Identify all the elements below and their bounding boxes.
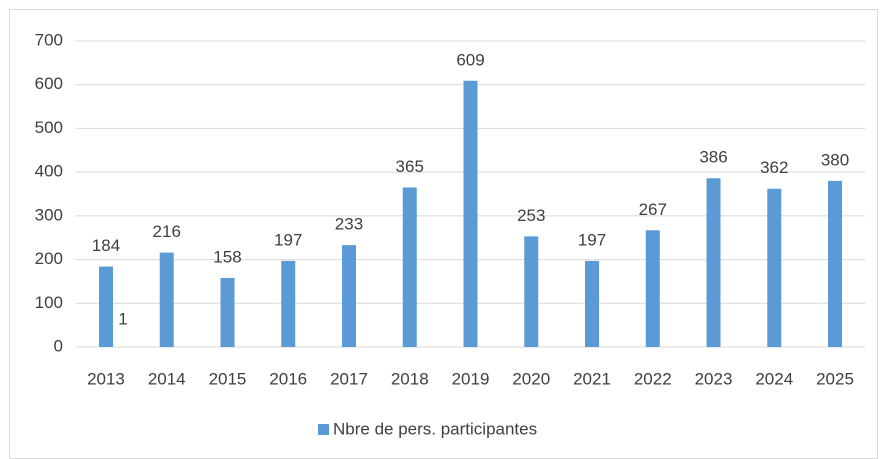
bar	[524, 236, 539, 347]
x-tick-label: 2020	[512, 369, 550, 388]
x-tick-label: 2021	[573, 369, 611, 388]
data-label: 158	[213, 247, 241, 266]
x-tick-label: 2016	[269, 369, 307, 388]
bar	[159, 252, 174, 347]
data-label: 197	[274, 230, 302, 249]
data-label: 386	[699, 148, 727, 167]
data-label: 362	[760, 158, 788, 177]
x-tick-label: 2023	[695, 369, 733, 388]
bar	[585, 260, 600, 347]
bar	[98, 266, 113, 347]
y-tick-label: 600	[35, 74, 63, 93]
data-label: 267	[639, 200, 667, 219]
x-tick-label: 2022	[634, 369, 672, 388]
y-tick-label: 300	[35, 205, 63, 224]
bar	[767, 188, 782, 347]
y-tick-label: 0	[54, 336, 63, 355]
bar	[828, 180, 843, 347]
x-tick-label: 2014	[148, 369, 186, 388]
annotation: 1	[118, 309, 127, 328]
bar	[341, 245, 356, 347]
bar	[463, 80, 478, 347]
y-tick-label: 700	[35, 30, 63, 49]
y-tick-label: 400	[35, 162, 63, 181]
bar	[220, 277, 235, 347]
data-label: 609	[456, 50, 484, 69]
bar	[645, 230, 660, 347]
x-tick-label: 2013	[87, 369, 125, 388]
x-tick-label: 2025	[816, 369, 854, 388]
x-tick-label: 2018	[391, 369, 429, 388]
y-tick-label: 500	[35, 118, 63, 137]
data-label: 365	[396, 157, 424, 176]
y-tick-label: 200	[35, 249, 63, 268]
legend-swatch	[318, 424, 329, 435]
data-label: 380	[821, 150, 849, 169]
bar	[706, 178, 721, 347]
data-label: 197	[578, 230, 606, 249]
bar	[281, 260, 296, 347]
data-label: 233	[335, 215, 363, 234]
x-tick-label: 2019	[452, 369, 490, 388]
chart-border	[9, 9, 878, 459]
x-tick-label: 2015	[209, 369, 247, 388]
x-tick-label: 2024	[755, 369, 793, 388]
x-tick-label: 2017	[330, 369, 368, 388]
bar	[402, 187, 417, 347]
data-label: 253	[517, 206, 545, 225]
legend-label: Nbre de pers. participantes	[333, 419, 537, 438]
y-tick-label: 100	[35, 293, 63, 312]
data-label: 216	[153, 222, 181, 241]
data-label: 184	[92, 236, 120, 255]
